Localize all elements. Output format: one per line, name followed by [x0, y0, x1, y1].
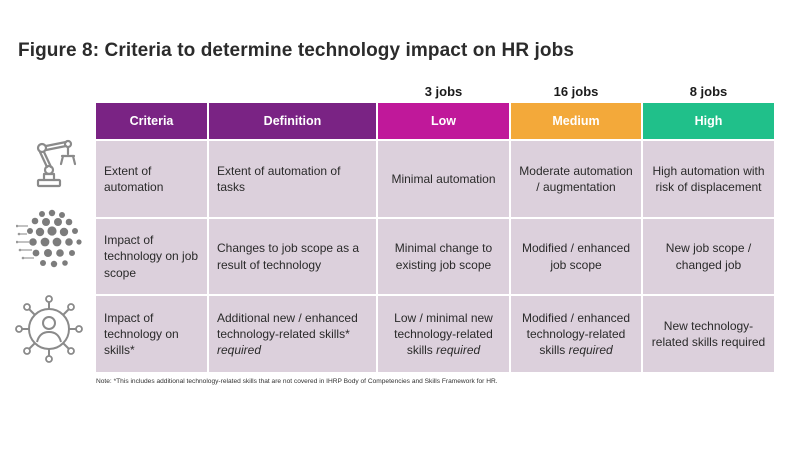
row3-low: Low / minimal new technology-related ski…: [378, 296, 509, 372]
row2-medium: Modified / enhanced job scope: [511, 219, 641, 294]
row2-definition: Changes to job scope as a result of tech…: [209, 219, 376, 294]
footnote: Note: *This includes additional technolo…: [96, 378, 498, 385]
row3-medium: Modified / enhanced technology-related s…: [511, 296, 641, 372]
row3-criteria: Impact of technology on skills*: [96, 296, 207, 372]
person-skills-icon: [15, 295, 83, 363]
jobs-low: 3 jobs: [424, 84, 463, 99]
jobs-medium: 16 jobs: [553, 84, 599, 99]
row2-criteria: Impact of technology on job scope: [96, 219, 207, 294]
row3-medium-required: required: [568, 343, 613, 358]
row3-definition-required: required: [217, 343, 262, 358]
robot-arm-icon: [36, 139, 77, 188]
row1-definition: Extent of automation of tasks: [209, 141, 376, 217]
row2-low: Minimal change to existing job scope: [378, 219, 509, 294]
row3-low-required: required: [436, 343, 481, 358]
jobs-high: 8 jobs: [689, 84, 728, 99]
row3-medium-text: Modified / enhanced technology-related s…: [521, 310, 631, 358]
header-criteria: Criteria: [96, 103, 207, 139]
row3-definition-text: Additional new / enhanced technology-rel…: [217, 310, 358, 341]
row3-high: New technology-related skills required: [643, 296, 774, 372]
row2-high: New job scope / changed job: [643, 219, 774, 294]
header-high: High: [643, 103, 774, 139]
row1-high: High automation with risk of displacemen…: [643, 141, 774, 217]
figure-title: Figure 8: Criteria to determine technolo…: [18, 40, 575, 61]
row1-low: Minimal automation: [378, 141, 509, 217]
row3-low-text: Low / minimal new technology-related ski…: [394, 310, 493, 358]
row3-definition: Additional new / enhanced technology-rel…: [209, 296, 376, 372]
technology-network-icon: [16, 209, 82, 268]
header-medium: Medium: [511, 103, 641, 139]
row1-medium: Moderate automation / augmentation: [511, 141, 641, 217]
row1-criteria: Extent of automation: [96, 141, 207, 217]
header-low: Low: [378, 103, 509, 139]
header-definition: Definition: [209, 103, 376, 139]
